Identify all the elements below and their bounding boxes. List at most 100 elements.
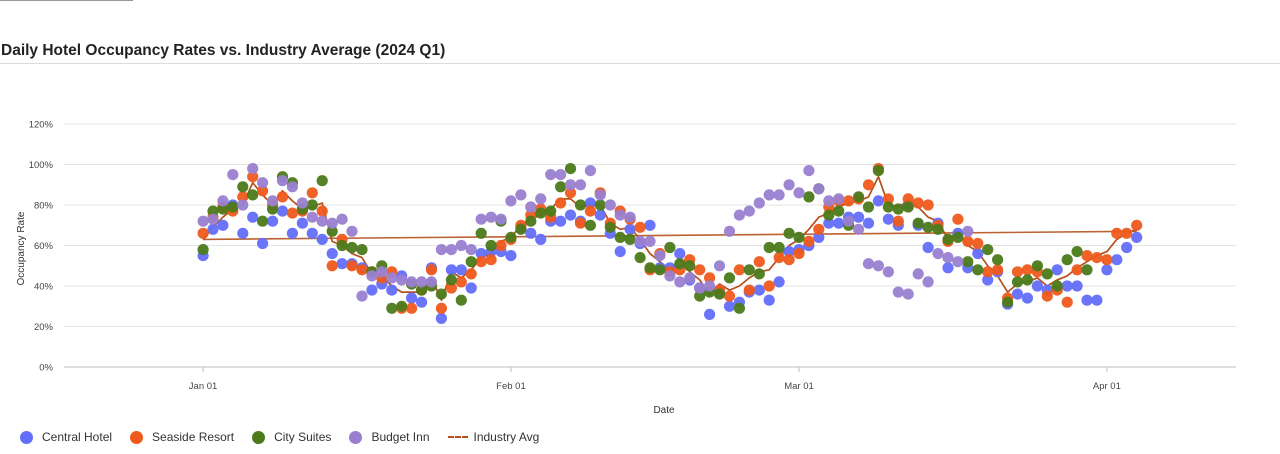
point-seaside-resort (773, 252, 785, 264)
point-city-suites (564, 163, 577, 175)
point-city-suites (416, 284, 428, 296)
point-budget-inn (624, 211, 636, 223)
point-seaside-resort (912, 197, 924, 209)
point-seaside-resort (1081, 250, 1093, 262)
point-central-hotel (505, 250, 517, 262)
point-budget-inn (316, 215, 328, 227)
point-seaside-resort (902, 193, 914, 205)
point-city-suites (1081, 264, 1093, 276)
point-city-suites (823, 209, 835, 221)
y-tick-label: 100% (29, 160, 54, 171)
point-budget-inn (882, 266, 895, 278)
point-city-suites (654, 264, 666, 276)
point-central-hotel (624, 223, 636, 235)
point-seaside-resort (1121, 227, 1133, 239)
point-city-suites (753, 268, 765, 280)
point-city-suites (743, 264, 755, 276)
legend-item-industry-avg[interactable]: Industry Avg (447, 430, 539, 444)
point-budget-inn (932, 248, 944, 260)
point-seaside-resort (694, 264, 706, 276)
point-seaside-resort (972, 237, 984, 250)
point-budget-inn (197, 215, 209, 227)
point-city-suites (1071, 246, 1083, 258)
point-city-suites (1011, 276, 1024, 288)
legend-item-central-hotel[interactable]: Central Hotel (20, 430, 112, 444)
point-central-hotel (276, 205, 289, 217)
x-tick-label: Mar 01 (784, 381, 814, 392)
point-central-hotel (1051, 264, 1063, 276)
point-budget-inn (594, 189, 606, 201)
x-axis-label: Date (653, 405, 675, 416)
point-city-suites (555, 181, 567, 193)
point-seaside-resort (435, 302, 447, 314)
point-city-suites (872, 165, 885, 177)
chart-title: Daily Hotel Occupancy Rates vs. Industry… (1, 42, 446, 59)
point-central-hotel (564, 209, 577, 221)
point-city-suites (992, 254, 1004, 266)
point-budget-inn (535, 193, 547, 205)
point-central-hotel (783, 246, 795, 258)
point-seaside-resort (495, 239, 507, 252)
legend-item-budget-inn[interactable]: Budget Inn (349, 430, 430, 444)
point-seaside-resort (455, 276, 467, 288)
point-city-suites (972, 264, 984, 276)
point-central-hotel (1031, 280, 1043, 292)
point-central-hotel (435, 312, 447, 324)
legend-item-city-suites[interactable]: City Suites (252, 430, 331, 444)
industry-avg-trend-line (203, 230, 1137, 241)
point-city-suites (773, 241, 785, 254)
point-central-hotel (475, 248, 487, 260)
point-seaside-resort (445, 282, 457, 294)
point-budget-inn (942, 252, 954, 264)
point-budget-inn (505, 195, 517, 207)
point-budget-inn (664, 270, 676, 282)
point-central-hotel (763, 294, 775, 306)
point-budget-inn (346, 225, 358, 237)
point-budget-inn (207, 213, 219, 225)
point-city-suites (952, 231, 964, 243)
point-budget-inn (644, 235, 656, 247)
point-seaside-resort (1111, 227, 1123, 239)
point-seaside-resort (882, 193, 895, 205)
point-budget-inn (654, 250, 666, 262)
point-central-hotel (594, 209, 606, 221)
point-seaside-resort (763, 280, 775, 292)
point-city-suites (793, 231, 805, 243)
legend-marker-central-hotel (20, 430, 33, 444)
point-budget-inn (892, 286, 904, 298)
point-city-suites (594, 199, 606, 211)
point-seaside-resort (982, 266, 994, 278)
point-budget-inn (584, 165, 597, 177)
point-city-suites (862, 201, 875, 213)
point-budget-inn (833, 193, 845, 205)
point-budget-inn (743, 205, 755, 217)
point-budget-inn (276, 175, 289, 187)
point-seaside-resort (843, 195, 855, 207)
point-city-suites (922, 221, 934, 233)
point-seaside-resort (992, 264, 1004, 276)
point-central-hotel (882, 213, 895, 225)
point-seaside-resort (584, 205, 597, 217)
point-central-hotel (813, 231, 825, 243)
point-central-hotel (753, 284, 765, 296)
point-budget-inn (783, 179, 795, 191)
point-central-hotel (862, 217, 875, 229)
point-seaside-resort (1101, 254, 1113, 266)
point-city-suites (545, 205, 557, 217)
point-seaside-resort (634, 221, 646, 233)
point-seaside-resort (723, 290, 736, 302)
legend-item-seaside-resort[interactable]: Seaside Resort (130, 430, 234, 444)
point-central-hotel (366, 284, 378, 296)
point-city-suites (1002, 296, 1014, 308)
point-budget-inn (912, 268, 924, 280)
point-budget-inn (406, 276, 418, 288)
point-central-hotel (326, 248, 338, 260)
point-city-suites (982, 244, 994, 256)
point-seaside-resort (1091, 252, 1103, 264)
point-city-suites (525, 215, 537, 227)
point-budget-inn (902, 288, 914, 300)
point-budget-inn (445, 244, 457, 256)
point-seaside-resort (1071, 264, 1083, 276)
point-seaside-resort (197, 227, 209, 239)
point-central-hotel (773, 276, 785, 288)
